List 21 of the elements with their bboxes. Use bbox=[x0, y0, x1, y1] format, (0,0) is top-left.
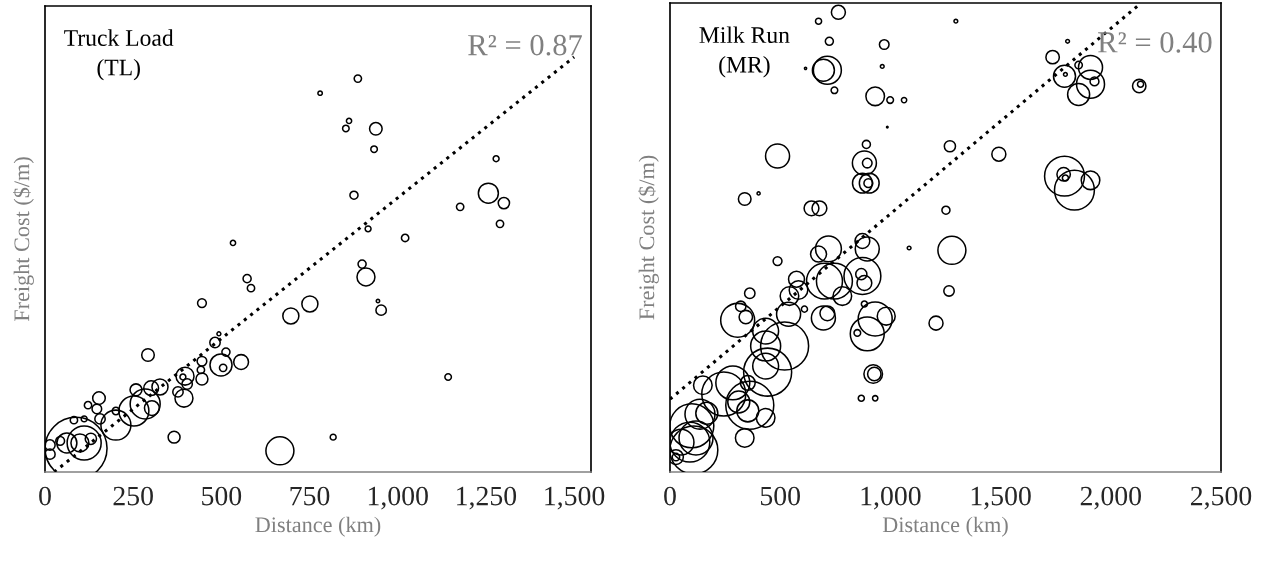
x-tick-label: 1,500 bbox=[545, 486, 605, 510]
x-tick-label: 1,000 bbox=[861, 486, 921, 510]
x-tick-label: 0 bbox=[664, 486, 676, 506]
x-tick-label: 0 bbox=[39, 486, 51, 506]
y-axis-title: Freight Cost ($/m) bbox=[13, 157, 34, 322]
x-axis-title: Distance (km) bbox=[882, 516, 1008, 537]
x-tick-label: 2,000 bbox=[1080, 486, 1141, 510]
x-tick-label: 750 bbox=[290, 486, 330, 506]
chart-title: Truck Load (TL) bbox=[64, 29, 174, 81]
text: R² = 0.87 bbox=[468, 34, 582, 56]
x-tick-label: 1,500 bbox=[971, 486, 1031, 510]
x-tick-label: 2,500 bbox=[1190, 486, 1252, 510]
text: Milk Run (MR) bbox=[699, 26, 790, 78]
x-tick-label: 500 bbox=[760, 486, 800, 506]
x-axis-title: Distance (km) bbox=[255, 516, 381, 537]
x-tick-label: 1,250 bbox=[457, 486, 517, 510]
x-tick-label: 250 bbox=[113, 486, 153, 506]
x-tick-label: 1,000 bbox=[368, 486, 428, 510]
y-axis-title: Freight Cost ($/m) bbox=[638, 155, 659, 320]
annotation: R² = 0.40 bbox=[1098, 32, 1212, 53]
x-tick-label: 500 bbox=[202, 486, 242, 506]
